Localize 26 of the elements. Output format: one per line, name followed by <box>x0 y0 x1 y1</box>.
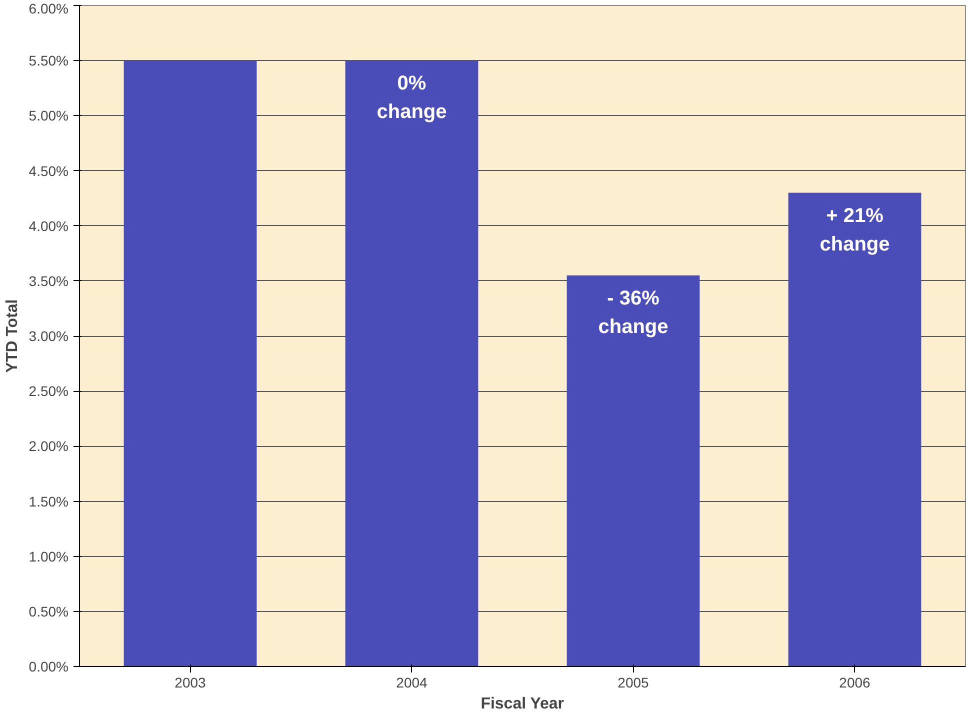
x-tick-label: 2003 <box>174 674 206 690</box>
y-tick-label: 5.00% <box>28 108 69 124</box>
y-tick-label: 0.50% <box>28 603 69 620</box>
y-tick-label: 6.00% <box>28 0 69 16</box>
y-tick-label: 3.00% <box>28 328 69 344</box>
y-tick-label: 0.00% <box>28 658 69 674</box>
y-tick-label: 4.00% <box>28 218 69 234</box>
y-axis-title: YTD Total <box>4 299 21 373</box>
y-tick-label: 5.50% <box>28 52 69 69</box>
bar <box>788 192 922 666</box>
y-tick-label: 2.50% <box>28 383 69 400</box>
bar <box>566 275 700 666</box>
x-tick-label: 2005 <box>618 674 650 690</box>
y-tick-label: 1.00% <box>28 548 69 564</box>
x-tick-label: 2004 <box>396 674 428 690</box>
annotation: 0% change <box>376 72 447 124</box>
y-tick-label: 4.50% <box>28 162 69 179</box>
y-tick-label: 1.50% <box>28 493 69 510</box>
bar <box>124 60 257 666</box>
x-axis-title: Fiscal Year <box>480 696 564 712</box>
y-tick-label: 3.50% <box>28 272 69 289</box>
y-tick-label: 2.00% <box>28 438 69 454</box>
bar <box>345 60 478 666</box>
annotation: + 21% change <box>820 204 890 256</box>
annotation: - 36% change <box>598 287 668 338</box>
x-tick-label: 2006 <box>839 674 871 690</box>
